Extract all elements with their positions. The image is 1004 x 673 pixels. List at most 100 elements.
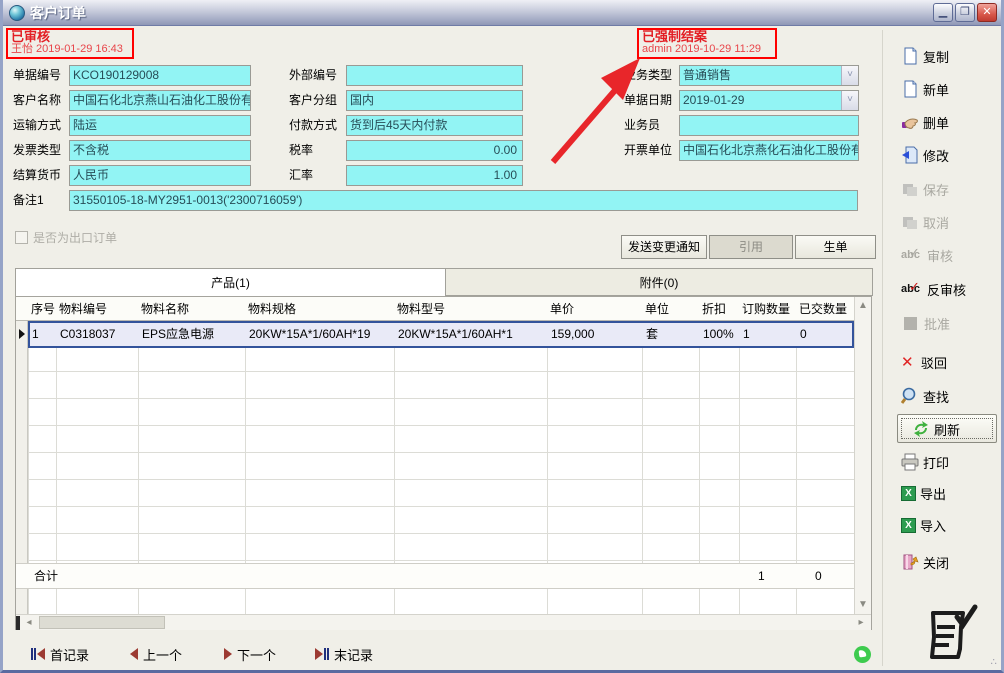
generate-order-button[interactable]: 生单 <box>795 235 876 259</box>
chevron-down-icon[interactable]: ˅ <box>841 91 858 110</box>
horizontal-scrollbar[interactable]: ◂ ▸ <box>16 614 871 630</box>
total-label: 合计 <box>34 569 59 583</box>
total-ordered-qty: 1 <box>758 569 765 583</box>
approve-button: 批准 <box>901 310 997 336</box>
resize-grip[interactable]: ∴ <box>990 657 998 668</box>
forced-close-stamp-title: 已强制结案 <box>642 29 708 44</box>
exchange-rate-field[interactable]: 1.00 <box>346 165 523 186</box>
transport-mode-field[interactable]: 陆运 <box>69 115 251 136</box>
col-header-model[interactable]: 物料型号 <box>397 302 446 316</box>
excel-import-icon: X <box>901 517 916 533</box>
printer-icon <box>901 453 919 471</box>
doc-no-field[interactable]: KCO190129008 <box>69 65 251 86</box>
reject-button[interactable]: ✕ 驳回 <box>901 354 948 371</box>
col-header-unit[interactable]: 单位 <box>645 302 670 316</box>
payment-terms-field[interactable]: 货到后45天内付款 <box>346 115 523 136</box>
cell-code[interactable]: C0318037 <box>60 327 116 341</box>
remark1-field[interactable]: 31550105-18-MY2951-0013('2300716059') <box>69 190 858 211</box>
last-record-button[interactable]: 末记录 <box>315 645 373 663</box>
cell-model[interactable]: 20KW*15A*1/60AH*1 <box>398 327 513 341</box>
export-order-checkbox-label: 是否为出口订单 <box>33 231 118 245</box>
total-delivered-qty: 0 <box>815 569 822 583</box>
cancel-icon <box>903 217 917 229</box>
unaudit-button[interactable]: abc ✓ 反审核 <box>901 279 967 298</box>
row-marker-column <box>16 321 28 614</box>
business-type-select[interactable]: 普通销售 ˅ <box>679 65 859 86</box>
approved-stamp: 已审核 王怡 2019-01-29 16:43 <box>6 28 134 59</box>
hand-delete-icon <box>902 118 918 129</box>
forced-close-stamp-subtitle: admin 2019-10-29 11:29 <box>642 43 762 55</box>
maximize-button[interactable]: ❐ <box>955 3 975 22</box>
business-type-label: 业务类型 <box>624 68 673 82</box>
scroll-up-icon[interactable]: ▲ <box>858 300 868 311</box>
vertical-scrollbar[interactable]: ▲ ▼ <box>854 297 871 614</box>
export-button[interactable]: X 导出 <box>901 480 997 506</box>
excel-export-icon: X <box>901 485 916 501</box>
tax-rate-field[interactable]: 0.00 <box>346 140 523 161</box>
copy-button[interactable]: 复制 <box>901 43 997 69</box>
exchange-rate-label: 汇率 <box>289 168 314 182</box>
tab-products[interactable]: 产品(1) <box>15 268 446 296</box>
close-window-button[interactable]: 关闭 <box>901 549 997 575</box>
scroll-left-icon[interactable]: ◂ <box>26 617 32 628</box>
cell-ordered-qty[interactable]: 1 <box>743 327 750 341</box>
prev-record-button[interactable]: 上一个 <box>130 645 182 663</box>
send-change-notice-button[interactable]: 发送变更通知 <box>621 235 707 259</box>
print-button[interactable]: 打印 <box>901 449 997 475</box>
col-header-ordered-qty[interactable]: 订购数量 <box>742 302 791 316</box>
currency-field[interactable]: 人民币 <box>69 165 251 186</box>
minimize-button[interactable]: ▁ <box>933 3 953 22</box>
import-button[interactable]: X 导入 <box>901 512 997 538</box>
billing-unit-field[interactable]: 中国石化北京燕化石油化工股份有 <box>679 140 859 161</box>
external-no-field[interactable] <box>346 65 523 86</box>
forced-close-stamp: 已强制结案 admin 2019-10-29 11:29 <box>637 28 777 59</box>
cell-unit[interactable]: 套 <box>646 327 659 341</box>
col-header-spec[interactable]: 物料规格 <box>248 302 297 316</box>
cell-delivered-qty[interactable]: 0 <box>800 327 807 341</box>
quote-button: 引用 <box>709 235 793 259</box>
col-header-seq[interactable]: 序号 <box>31 302 56 316</box>
cell-spec[interactable]: 20KW*15A*1/60AH*19 <box>249 327 371 341</box>
col-header-delivered-qty[interactable]: 已交数量 <box>799 302 848 316</box>
external-no-label: 外部编号 <box>289 68 338 82</box>
business-type-value: 普通销售 <box>683 68 732 82</box>
tab-attachments[interactable]: 附件(0) <box>446 268 873 296</box>
chevron-down-icon[interactable]: ˅ <box>841 66 858 85</box>
first-record-button[interactable]: 首记录 <box>31 645 89 663</box>
focus-rectangle <box>901 418 993 439</box>
prev-record-icon <box>130 648 138 660</box>
customer-name-field[interactable]: 中国石化北京燕山石油化工股份有 <box>69 90 251 111</box>
salesperson-label: 业务员 <box>624 118 661 132</box>
salesperson-field[interactable] <box>679 115 859 136</box>
scroll-down-icon[interactable]: ▼ <box>858 599 868 610</box>
cell-seq[interactable]: 1 <box>32 327 39 341</box>
sidebar-divider <box>882 30 883 666</box>
modify-button[interactable]: 修改 <box>901 142 997 168</box>
find-button[interactable]: 查找 <box>901 383 997 409</box>
doc-date-label: 单据日期 <box>624 93 673 107</box>
refresh-button[interactable]: 刷新 <box>897 414 997 443</box>
cell-discount[interactable]: 100% <box>703 327 734 341</box>
customer-group-field[interactable]: 国内 <box>346 90 523 111</box>
new-order-button[interactable]: 新单 <box>901 76 997 102</box>
export-order-checkbox[interactable] <box>15 231 28 244</box>
app-globe-icon <box>9 4 25 21</box>
col-header-code[interactable]: 物料编号 <box>59 302 108 316</box>
col-header-price[interactable]: 单价 <box>550 302 575 316</box>
next-record-icon <box>224 648 232 660</box>
window-title: 客户订单 <box>30 4 86 21</box>
col-header-discount[interactable]: 折扣 <box>702 302 727 316</box>
next-record-button[interactable]: 下一个 <box>224 645 276 663</box>
delete-order-button[interactable]: 删单 <box>901 109 997 135</box>
tax-rate-label: 税率 <box>289 143 314 157</box>
doc-date-select[interactable]: 2019-01-29 ˅ <box>679 90 859 111</box>
col-header-name[interactable]: 物料名称 <box>141 302 190 316</box>
cell-price[interactable]: 159,000 <box>551 327 595 341</box>
abc-audit-icon: abc ✓ <box>901 245 920 261</box>
invoice-type-field[interactable]: 不含税 <box>69 140 251 161</box>
close-button[interactable]: ✕ <box>977 3 997 22</box>
cell-name[interactable]: EPS应急电源 <box>142 327 215 341</box>
hscroll-thumb[interactable] <box>39 616 165 629</box>
scroll-right-icon[interactable]: ▸ <box>858 617 864 628</box>
